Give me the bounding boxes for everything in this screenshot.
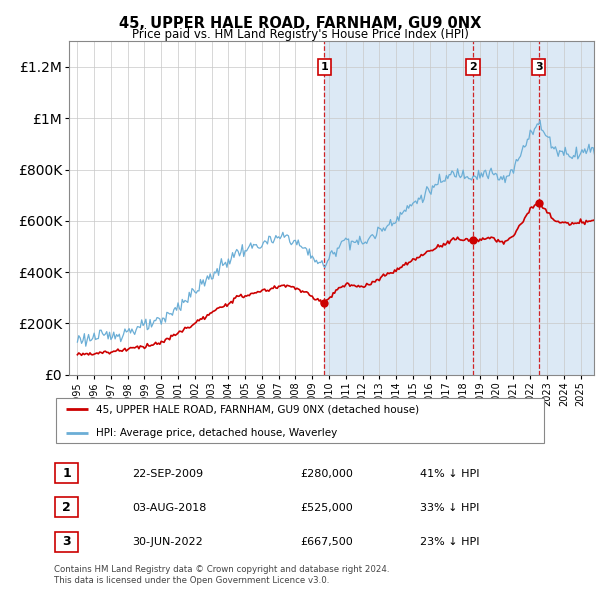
Text: 30-JUN-2022: 30-JUN-2022 bbox=[132, 537, 203, 547]
Text: £280,000: £280,000 bbox=[300, 469, 353, 478]
Text: HPI: Average price, detached house, Waverley: HPI: Average price, detached house, Wave… bbox=[96, 428, 337, 438]
Bar bbox=[325, 41, 594, 375]
Text: 23% ↓ HPI: 23% ↓ HPI bbox=[420, 537, 479, 547]
FancyBboxPatch shape bbox=[55, 532, 78, 552]
Text: 22-SEP-2009: 22-SEP-2009 bbox=[132, 469, 203, 478]
FancyBboxPatch shape bbox=[55, 463, 78, 483]
Text: 3: 3 bbox=[62, 535, 71, 548]
FancyBboxPatch shape bbox=[55, 497, 78, 517]
Text: 33% ↓ HPI: 33% ↓ HPI bbox=[420, 503, 479, 513]
Text: £667,500: £667,500 bbox=[300, 537, 353, 547]
Text: 2: 2 bbox=[62, 501, 71, 514]
Text: 45, UPPER HALE ROAD, FARNHAM, GU9 0NX: 45, UPPER HALE ROAD, FARNHAM, GU9 0NX bbox=[119, 16, 481, 31]
Text: 45, UPPER HALE ROAD, FARNHAM, GU9 0NX (detached house): 45, UPPER HALE ROAD, FARNHAM, GU9 0NX (d… bbox=[96, 404, 419, 414]
Text: 3: 3 bbox=[535, 62, 542, 72]
Text: 1: 1 bbox=[320, 62, 328, 72]
Text: Price paid vs. HM Land Registry's House Price Index (HPI): Price paid vs. HM Land Registry's House … bbox=[131, 28, 469, 41]
Text: 1: 1 bbox=[62, 467, 71, 480]
Text: 03-AUG-2018: 03-AUG-2018 bbox=[132, 503, 206, 513]
Text: 2: 2 bbox=[469, 62, 477, 72]
Text: 41% ↓ HPI: 41% ↓ HPI bbox=[420, 469, 479, 478]
Text: Contains HM Land Registry data © Crown copyright and database right 2024.
This d: Contains HM Land Registry data © Crown c… bbox=[54, 565, 389, 585]
FancyBboxPatch shape bbox=[56, 398, 544, 443]
Text: £525,000: £525,000 bbox=[300, 503, 353, 513]
